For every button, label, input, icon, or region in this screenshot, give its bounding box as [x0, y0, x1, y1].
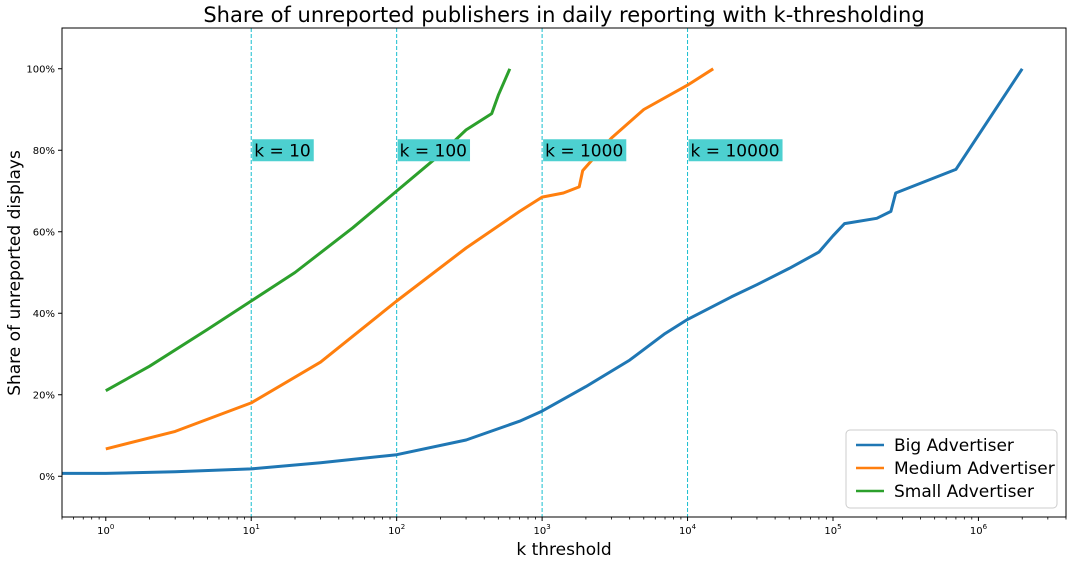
legend-label: Medium Advertiser: [894, 459, 1055, 479]
k-annotation-label: k = 10: [254, 141, 311, 161]
legend-box: [845, 429, 1058, 509]
legend-label: Big Advertiser: [894, 436, 1014, 456]
legend-label: Small Advertiser: [894, 482, 1034, 502]
x-tick-label: 105: [824, 523, 841, 537]
series-line-1: [62, 67, 1024, 475]
y-tick-label: 40%: [33, 309, 55, 320]
x-tick-label: 104: [679, 523, 697, 537]
k-annotation-label: k = 1000: [545, 141, 623, 161]
y-tick-label: 60%: [33, 227, 55, 238]
k-annotation-3: k = 1000: [543, 139, 627, 162]
y-tick-label: 0%: [39, 472, 55, 483]
y-tick-label: 100%: [26, 64, 55, 75]
x-tick-label: 101: [243, 523, 260, 537]
series-line-2: [105, 67, 715, 451]
y-tick-label: 20%: [33, 390, 55, 401]
k-annotation-box: [543, 139, 627, 162]
x-tick-label: 103: [534, 523, 551, 537]
k-annotation-4: k = 10000: [688, 139, 783, 162]
k-annotation-label: k = 100: [400, 141, 467, 161]
k-annotation-box: [397, 139, 471, 162]
y-axis-label: Share of unreported displays: [5, 150, 25, 396]
series-line-3: [105, 68, 512, 393]
x-axis-label: k threshold: [516, 540, 611, 560]
k-annotation-box: [688, 139, 783, 162]
k-annotation-2: k = 100: [397, 139, 471, 162]
plot-area-frame: [61, 27, 1067, 518]
x-tick-label: 106: [970, 523, 988, 537]
x-tick-label: 100: [97, 523, 114, 537]
x-tick-label: 102: [388, 523, 405, 537]
chart-title: Share of unreported publishers in daily …: [203, 3, 924, 27]
k-annotation-box: [252, 139, 314, 162]
y-tick-label: 80%: [33, 146, 55, 157]
k-annotation-1: k = 10: [252, 139, 314, 162]
k-annotation-label: k = 10000: [691, 141, 780, 161]
